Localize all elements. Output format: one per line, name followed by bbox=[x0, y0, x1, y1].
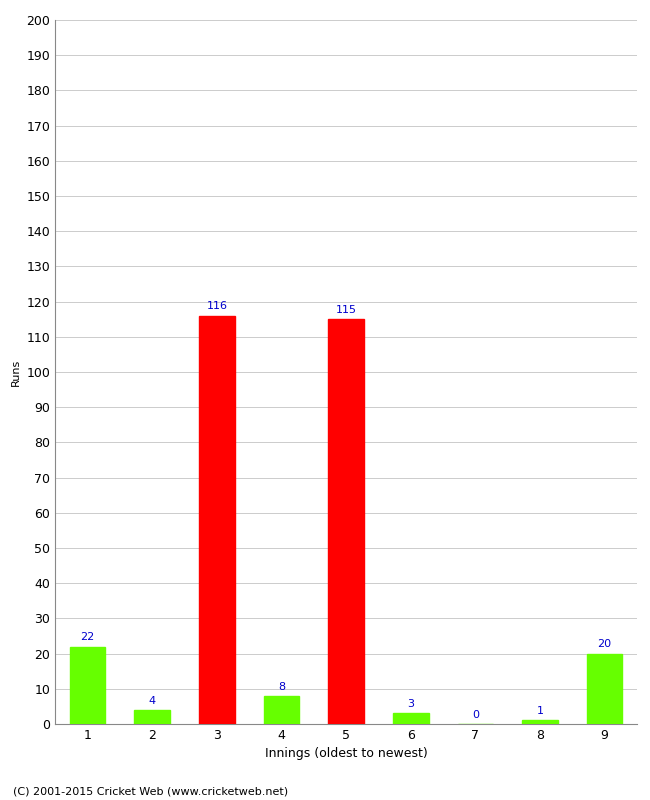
Text: 3: 3 bbox=[408, 699, 414, 710]
Text: 4: 4 bbox=[149, 696, 156, 706]
Bar bbox=[135, 710, 170, 724]
Text: (C) 2001-2015 Cricket Web (www.cricketweb.net): (C) 2001-2015 Cricket Web (www.cricketwe… bbox=[13, 786, 288, 796]
Bar bbox=[328, 319, 364, 724]
Bar bbox=[199, 316, 235, 724]
X-axis label: Innings (oldest to newest): Innings (oldest to newest) bbox=[265, 747, 428, 761]
Text: 1: 1 bbox=[536, 706, 543, 716]
Text: 116: 116 bbox=[206, 302, 228, 311]
Bar bbox=[587, 654, 623, 724]
Bar bbox=[393, 714, 428, 724]
Y-axis label: Runs: Runs bbox=[11, 358, 21, 386]
Text: 20: 20 bbox=[597, 639, 612, 650]
Text: 115: 115 bbox=[335, 305, 357, 315]
Text: 0: 0 bbox=[472, 710, 479, 720]
Bar bbox=[70, 646, 105, 724]
Text: 22: 22 bbox=[81, 632, 95, 642]
Bar bbox=[522, 721, 558, 724]
Bar bbox=[264, 696, 299, 724]
Text: 8: 8 bbox=[278, 682, 285, 692]
